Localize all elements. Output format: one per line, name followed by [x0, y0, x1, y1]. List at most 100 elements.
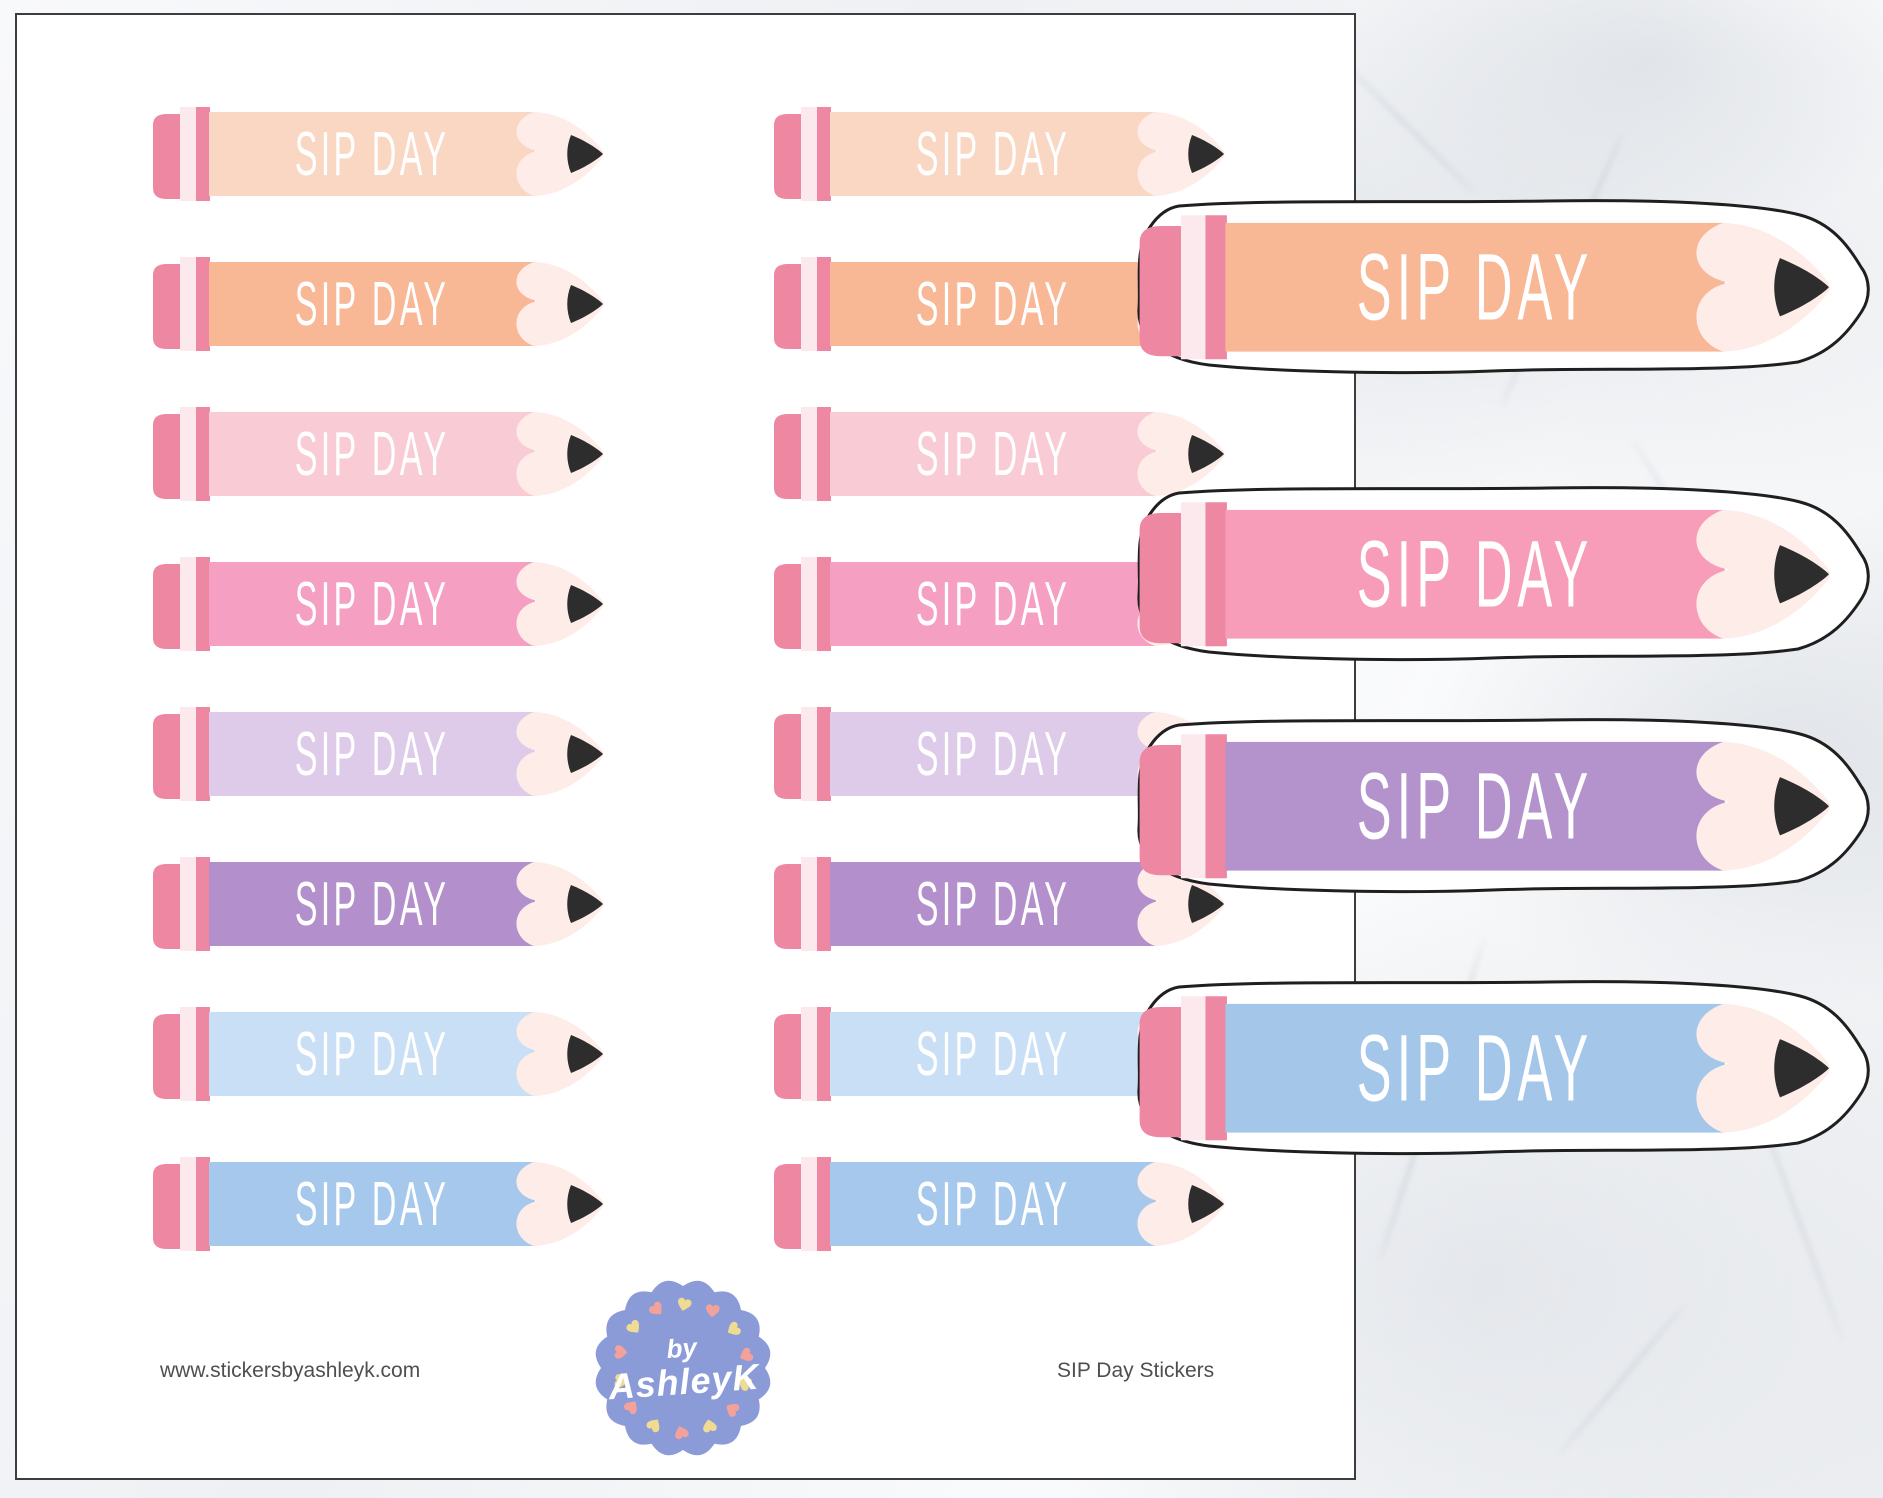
heart-icon — [646, 1419, 660, 1433]
heart-icon — [649, 1301, 662, 1315]
pencil-graphic — [153, 707, 604, 801]
pencil-ferrule-light-band — [801, 1157, 817, 1251]
sip-day-pencil-sticker: SIP DAY — [150, 249, 610, 359]
pencil-ferrule-light-band — [180, 857, 196, 951]
pencil-eraser — [774, 1014, 801, 1099]
pencil-eraser — [774, 114, 801, 199]
pencil-lead-icon — [567, 135, 603, 173]
brand-badge-text: by AshleyK — [587, 1272, 779, 1464]
sip-day-pencil-sticker: SIP DAY — [150, 699, 610, 809]
pencil-label: SIP DAY — [915, 119, 1071, 189]
pencil-graphic — [153, 407, 604, 501]
pencil-wood-tip — [1696, 741, 1830, 871]
pencil-wood-tip — [1696, 509, 1830, 639]
pencil-graphic — [1139, 502, 1830, 647]
pencil-eraser — [153, 1014, 180, 1099]
heart-icon — [705, 1304, 720, 1318]
pencil-label: SIP DAY — [915, 1169, 1071, 1239]
pencil-lead-icon — [567, 1035, 603, 1073]
pencil-lead-icon — [1188, 135, 1224, 173]
pencil-ferrule-dark-band — [196, 257, 210, 351]
pencil-ferrule-dark-band — [817, 557, 831, 651]
pencil-label: SIP DAY — [915, 869, 1071, 939]
pencil-body — [830, 1162, 1156, 1246]
pencil-ferrule-light-band — [1180, 215, 1206, 360]
pencil-ferrule-dark-band — [817, 1157, 831, 1251]
die-cut-sticker: SIP DAY — [1117, 477, 1877, 673]
sip-day-pencil-sticker: SIP DAY — [771, 399, 1231, 509]
sip-day-pencil-sticker: SIP DAY — [150, 999, 610, 1109]
pencil-ferrule-dark-band — [1205, 734, 1227, 879]
pencil-wood-tip — [1137, 412, 1225, 496]
sip-day-pencil-sticker: SIP DAY — [1135, 203, 1840, 372]
pencil-label: SIP DAY — [294, 569, 450, 639]
pencil-eraser — [774, 714, 801, 799]
pencil-lead-icon — [1188, 1185, 1224, 1223]
pencil-graphic — [1139, 734, 1830, 879]
pencil-ferrule-dark-band — [817, 857, 831, 951]
pencil-ferrule-dark-band — [817, 407, 831, 501]
pencil-graphic — [153, 107, 604, 201]
pencil-ferrule-light-band — [180, 107, 196, 201]
pencil-eraser — [774, 864, 801, 949]
pencil-graphic — [774, 107, 1225, 201]
pencil-label: SIP DAY — [915, 1019, 1071, 1089]
pencil-ferrule-light-band — [180, 407, 196, 501]
pencil-ferrule-dark-band — [196, 107, 210, 201]
pencil-eraser — [774, 1164, 801, 1249]
pencil-eraser — [1139, 1006, 1181, 1138]
pencil-body — [209, 262, 535, 346]
pencil-lead-icon — [1188, 435, 1224, 473]
badge-scallop-shape — [595, 1280, 771, 1456]
pencil-lead-icon — [567, 1185, 603, 1223]
pencil-ferrule-dark-band — [196, 407, 210, 501]
pencil-lead-icon — [567, 585, 603, 623]
pencil-wood-tip — [1696, 222, 1830, 352]
pencil-body — [830, 712, 1156, 796]
pencil-body — [830, 262, 1156, 346]
pencil-graphic — [153, 857, 604, 951]
pencil-eraser — [153, 414, 180, 499]
pencil-wood-tip — [516, 862, 604, 946]
pencil-eraser — [153, 714, 180, 799]
pencil-ferrule-dark-band — [196, 1007, 210, 1101]
pencil-ferrule-light-band — [180, 257, 196, 351]
pencil-wood-tip — [516, 1012, 604, 1096]
heart-icon — [623, 1401, 637, 1415]
sip-day-pencil-sticker: SIP DAY — [150, 849, 610, 959]
die-cut-sticker: SIP DAY — [1117, 971, 1877, 1167]
pencil-ferrule-dark-band — [1205, 502, 1227, 647]
sip-day-pencil-sticker: SIP DAY — [1135, 490, 1840, 659]
pencil-label: SIP DAY — [915, 719, 1071, 789]
pencil-body — [209, 112, 535, 196]
pencil-body — [830, 1012, 1156, 1096]
pencil-graphic — [774, 857, 1225, 951]
pencil-lead-icon — [567, 435, 603, 473]
pencil-eraser — [153, 564, 180, 649]
pencil-ferrule-dark-band — [817, 1007, 831, 1101]
pencil-label: SIP DAY — [294, 119, 450, 189]
heart-icon — [678, 1297, 692, 1311]
pencil-ferrule-dark-band — [1205, 215, 1227, 360]
pencil-ferrule-dark-band — [196, 557, 210, 651]
sip-day-pencil-sticker: SIP DAY — [1135, 984, 1840, 1153]
pencil-label: SIP DAY — [1356, 521, 1594, 628]
pencil-eraser — [1139, 225, 1181, 357]
pencil-ferrule-dark-band — [196, 707, 210, 801]
pencil-ferrule-light-band — [801, 857, 817, 951]
die-cut-sticker: SIP DAY — [1117, 190, 1877, 386]
pencil-body — [830, 862, 1156, 946]
heart-icon — [727, 1321, 741, 1335]
pencil-label: SIP DAY — [915, 419, 1071, 489]
pencil-ferrule-light-band — [801, 107, 817, 201]
sip-day-pencil-sticker: SIP DAY — [771, 849, 1231, 959]
pencil-ferrule-light-band — [801, 407, 817, 501]
pencil-body — [209, 862, 535, 946]
pencil-body — [209, 562, 535, 646]
pencil-body — [830, 412, 1156, 496]
heart-icon — [739, 1377, 752, 1391]
pencil-ferrule-light-band — [1180, 996, 1206, 1141]
pencil-body — [209, 712, 535, 796]
pencil-eraser — [153, 264, 180, 349]
pencil-ferrule-light-band — [1180, 502, 1206, 647]
